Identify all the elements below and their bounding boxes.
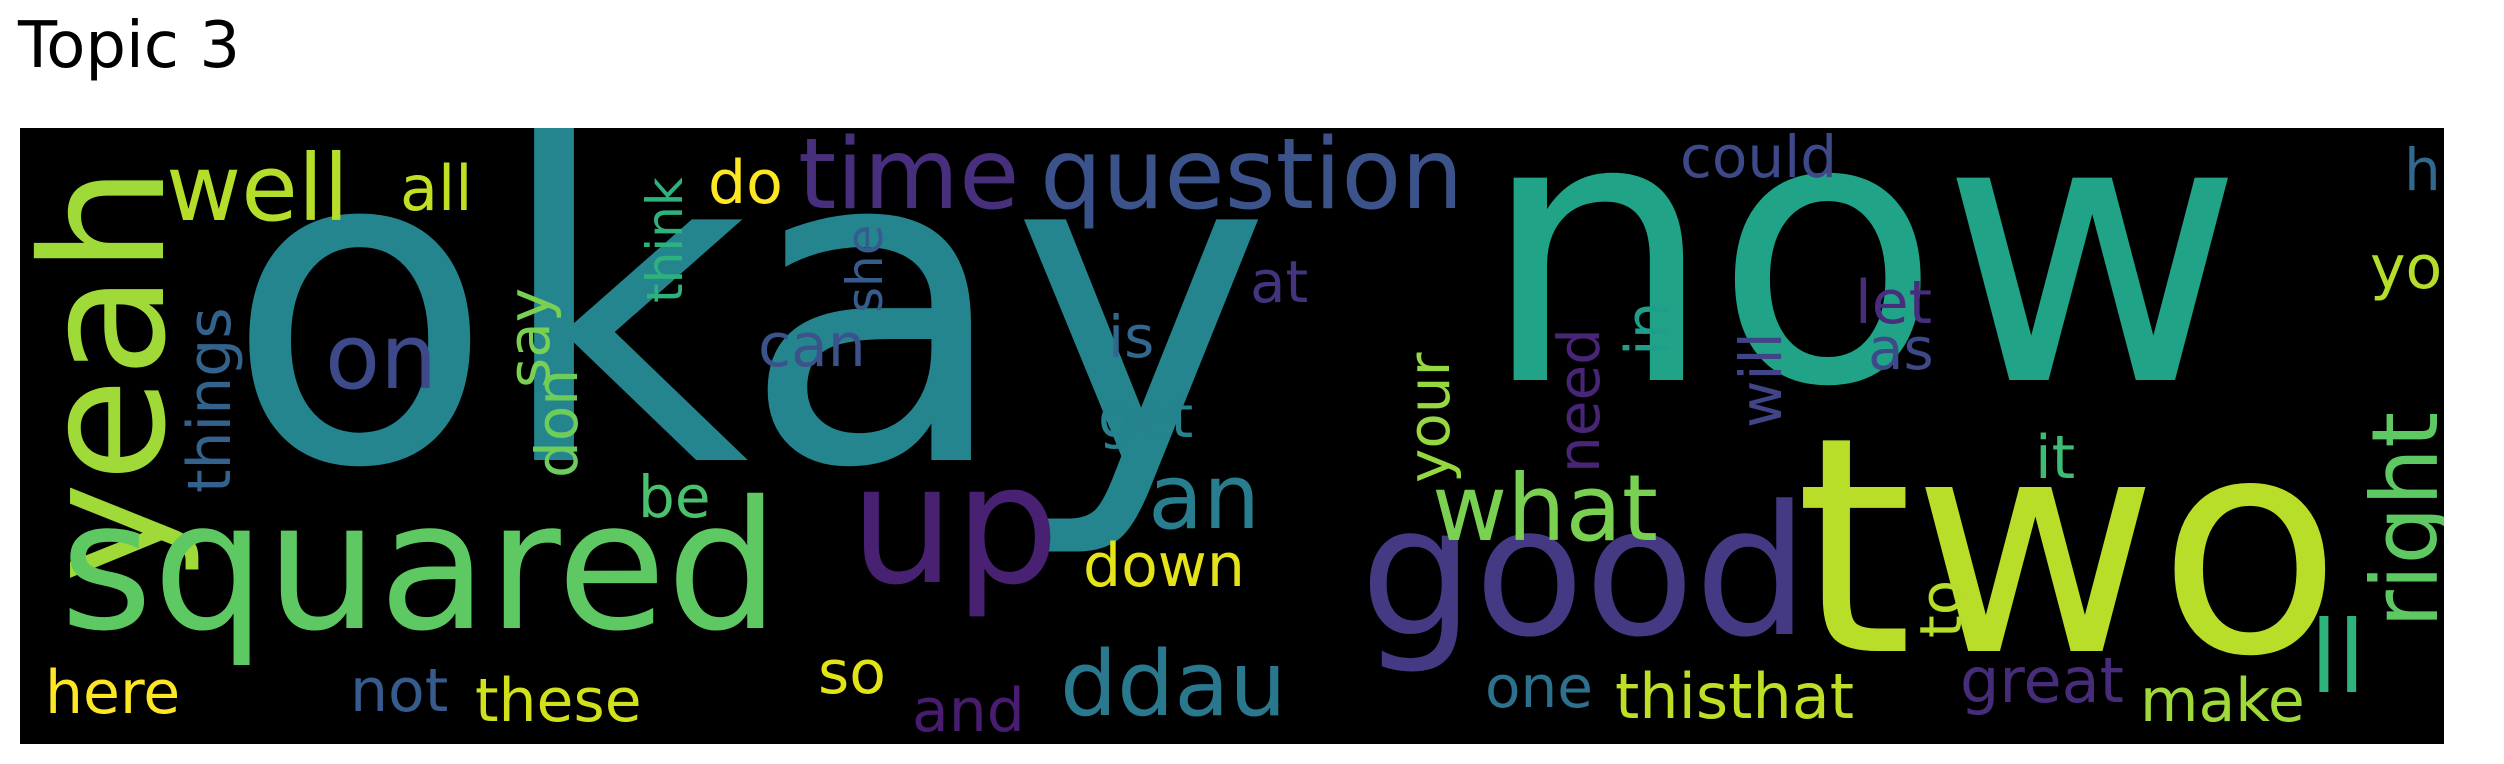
word-now: now [1480,128,2244,468]
word-cloud: okay now two yeah squared good up questi… [20,128,2444,744]
word-do: do [708,148,783,218]
word-be: be [638,463,711,531]
word-not: not [350,656,449,726]
word-is: is [1108,303,1155,371]
word-thisthat: thisthat [1615,660,1855,733]
word-things: things [175,307,245,493]
word-let: let [1855,268,1933,338]
word-need: need [1545,328,1613,473]
word-will: will [1727,332,1795,428]
word-ddau: ddau [1060,632,1287,737]
word-could: could [1680,128,1838,191]
word-all: all [400,152,473,225]
word-so: so [818,638,886,708]
word-don: don [523,368,591,478]
word-get: get [1098,383,1194,451]
word-can: can [758,311,866,381]
word-ll: ll [2310,599,2366,716]
word-make: make [2140,666,2305,736]
word-here: here [45,658,181,728]
word-right: right [2352,411,2444,628]
word-time: time [798,128,1020,232]
word-to: to [1907,579,1975,638]
word-she: she [836,224,894,313]
word-an: an [1148,445,1261,550]
word-well: well [166,135,349,242]
word-what: what [1432,455,1659,562]
word-and: and [912,676,1025,744]
word-your: your [1395,352,1463,483]
word-on: on [325,305,438,410]
word-he: he [2404,136,2444,204]
word-great: great [1960,644,2124,717]
word-squared: squared [60,463,780,670]
word-down: down [1083,531,1245,601]
word-good: good [1360,468,1809,677]
word-at: at [1250,248,1309,316]
word-these: these [475,666,642,736]
word-okay: okay [225,128,1272,564]
word-in: in [1613,301,1683,356]
word-think: think [636,177,694,303]
word-question: question [1040,128,1464,232]
word-two: two [1795,373,2342,722]
page-title: Topic 3 [18,9,241,83]
word-as: as [1868,315,1934,383]
word-it: it [2035,423,2076,493]
word-up: up [850,429,1060,621]
word-one: one [1485,653,1593,721]
word-you: you [2370,233,2444,303]
